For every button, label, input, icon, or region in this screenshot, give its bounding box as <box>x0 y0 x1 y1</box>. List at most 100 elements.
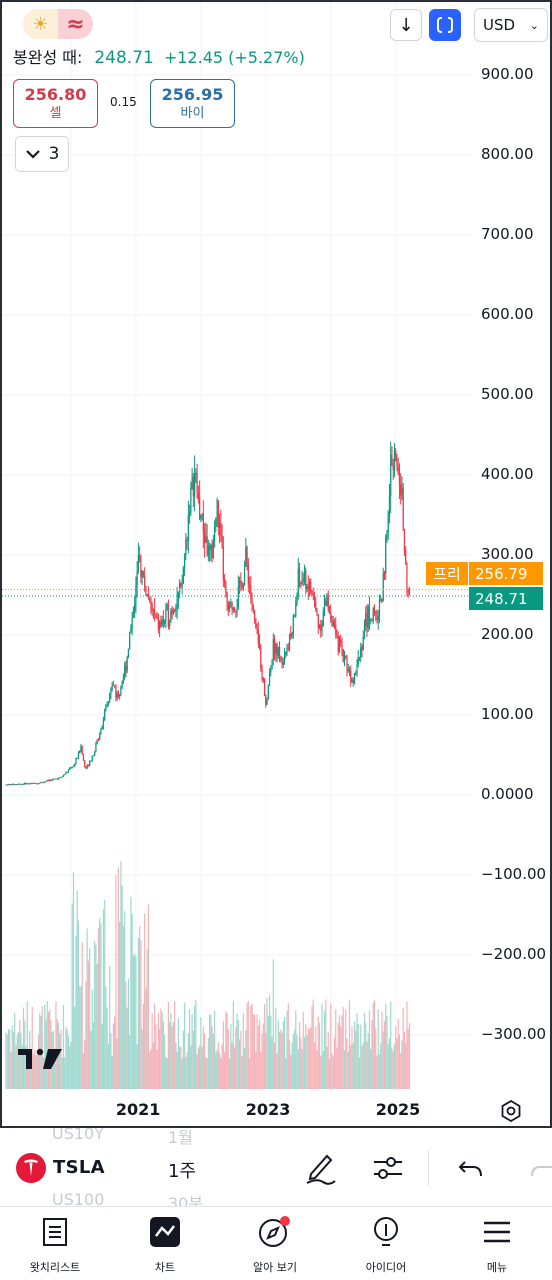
chevron-down-icon <box>25 150 40 159</box>
tradingview-logo[interactable] <box>18 1047 64 1071</box>
candle-body <box>17 783 20 785</box>
candle-body <box>216 500 218 519</box>
volume-bar <box>105 986 107 1089</box>
download-button[interactable]: ↓ <box>390 9 422 41</box>
volume-bar <box>252 1014 254 1089</box>
volume-bar <box>335 1009 337 1089</box>
candle-body <box>87 765 90 767</box>
volume-bar <box>16 1034 18 1089</box>
volume-bar <box>401 1040 403 1089</box>
price-chart[interactable] <box>2 2 550 1126</box>
indicator-settings-icon[interactable] <box>371 1152 405 1184</box>
candle-body <box>283 655 286 663</box>
volume-bar <box>317 1016 319 1089</box>
volume-bar <box>348 1000 351 1089</box>
volume-bar <box>365 1023 367 1089</box>
candle-body <box>397 466 399 475</box>
candle-body <box>145 586 147 595</box>
indicators-toggle[interactable]: 3 <box>15 136 69 172</box>
volume-bar <box>169 1021 171 1089</box>
volume-bar <box>262 1023 264 1089</box>
nav-ideas[interactable]: 아이디어 <box>331 1207 441 1280</box>
candle-body <box>252 605 254 610</box>
volume-bar <box>22 1007 25 1089</box>
volume-bar <box>127 978 130 1089</box>
candle-body <box>295 602 297 616</box>
candle-body <box>104 709 106 720</box>
candle-body <box>357 657 359 664</box>
volume-bar <box>392 1051 394 1089</box>
nav-watchlist[interactable]: 왓치리스트 <box>0 1207 110 1280</box>
volume-bar <box>273 1042 276 1089</box>
candle-body <box>121 681 123 687</box>
buy-button[interactable]: 256.95 바이 <box>150 79 235 128</box>
fullscreen-button[interactable] <box>429 9 461 41</box>
candle-body <box>282 662 284 665</box>
volume-bar <box>70 1042 72 1089</box>
volume-bar <box>370 1049 372 1089</box>
candle-body <box>62 774 65 777</box>
volume-bar <box>54 1048 56 1089</box>
volume-bar <box>85 981 87 1089</box>
candle-body <box>192 476 194 497</box>
volume-bar <box>350 1044 352 1089</box>
volume-bar <box>276 1053 278 1089</box>
symbol-selector[interactable]: TSLA <box>53 1157 105 1178</box>
candle-body <box>27 783 30 785</box>
toolbar-divider <box>428 1150 429 1186</box>
candle-body <box>179 583 181 593</box>
price-tick-label: 300.00 <box>481 545 534 563</box>
volume-bar <box>101 1023 103 1089</box>
gear-icon[interactable] <box>500 1100 522 1122</box>
candle-body <box>26 783 28 785</box>
candle-body <box>372 607 374 620</box>
quote-change: +12.45 (+5.27%) <box>163 48 305 67</box>
candle-body <box>152 609 154 611</box>
candle-body <box>144 575 146 587</box>
candle-body <box>172 610 174 614</box>
volume-bar <box>271 1036 273 1089</box>
candle-body <box>232 607 234 610</box>
candle-body <box>207 546 209 556</box>
currency-select[interactable]: USD ⌄ <box>474 8 548 42</box>
tesla-logo-icon[interactable] <box>16 1153 46 1183</box>
nav-explore[interactable]: 알아 보기 <box>220 1207 330 1280</box>
undo-icon[interactable] <box>455 1152 487 1184</box>
nav-menu[interactable]: 메뉴 <box>442 1207 552 1280</box>
volume-bar <box>398 1034 401 1089</box>
chart-area[interactable]: ☀ ≈ ↓ USD ⌄ 봉완성 때: 248.71 +12.45 (+5.27%… <box>0 0 552 1128</box>
volume-bar <box>190 1045 192 1089</box>
chart-icon <box>148 1215 182 1249</box>
volume-bar <box>161 1012 163 1089</box>
volume-bar <box>215 1052 217 1089</box>
volume-bar <box>179 1045 181 1089</box>
drawing-pencil-icon[interactable] <box>303 1150 337 1186</box>
candle-body <box>81 745 83 755</box>
candle-body <box>211 545 213 558</box>
volume-bar <box>227 1028 229 1089</box>
redo-icon[interactable] <box>526 1152 552 1184</box>
candle-body <box>365 614 367 627</box>
session-indicator[interactable]: ☀ ≈ <box>23 9 93 39</box>
candle-body <box>132 610 135 618</box>
volume-bar <box>240 1030 242 1089</box>
volume-bar <box>352 1043 354 1089</box>
candle-body <box>71 767 73 769</box>
candle-body <box>24 782 26 785</box>
volume-bar <box>371 1019 373 1089</box>
candle-body <box>194 473 196 497</box>
volume-bar <box>25 1046 27 1089</box>
nav-chart[interactable]: 차트 <box>110 1207 220 1280</box>
candle-body <box>177 592 179 600</box>
interval-selector[interactable]: 1주 <box>168 1161 197 1182</box>
candle-body <box>120 686 122 695</box>
candle-body <box>345 655 347 658</box>
sell-button[interactable]: 256.80 셀 <box>13 79 98 128</box>
candle-body <box>398 474 401 485</box>
volume-bar <box>135 956 137 1089</box>
candle-body <box>60 777 62 779</box>
candle-body <box>321 626 323 631</box>
volume-bar <box>41 1006 43 1089</box>
volume-bar <box>102 909 105 1089</box>
volume-bar <box>318 1022 321 1089</box>
